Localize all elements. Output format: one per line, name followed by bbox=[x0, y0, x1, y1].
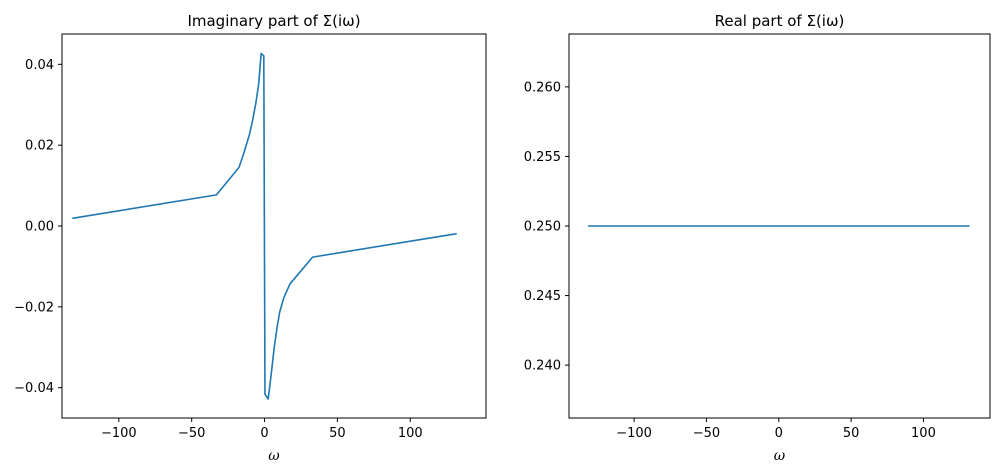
real-y-tick-label: 0.240 bbox=[524, 359, 561, 374]
real-y-tick-label: 0.255 bbox=[524, 150, 561, 165]
imag-y-tick-label: 0.04 bbox=[25, 58, 54, 73]
imag-x-tick-label: 0 bbox=[260, 426, 268, 441]
real-panel: −100 −50 0 50 100 0.240 0.245 0.250 0.255 0.260 Re… bbox=[524, 12, 991, 464]
real-x-tick-label: 50 bbox=[843, 426, 860, 441]
real-x-tick-label: −50 bbox=[693, 426, 720, 441]
real-x-tick-label: −100 bbox=[616, 426, 652, 441]
imag-x-tick-label: −100 bbox=[101, 426, 137, 441]
real-x-tick-label: 100 bbox=[911, 426, 936, 441]
real-y-tick-label: 0.245 bbox=[524, 289, 561, 304]
real-y-tick-label: 0.250 bbox=[524, 220, 561, 235]
imag-axes-frame bbox=[61, 33, 487, 419]
imag-x-tick-label: −50 bbox=[178, 426, 205, 441]
imag-x-axis-label: ω bbox=[268, 448, 280, 464]
imag-series-line bbox=[72, 52, 457, 400]
imag-panel: −100 −50 0 50 100 −0.04 −0.02 0.00 0.02 0.04 Imagi… bbox=[14, 12, 487, 464]
imag-y-tick-label: 0.00 bbox=[25, 220, 54, 235]
imag-y-tick-label: −0.04 bbox=[14, 381, 54, 396]
real-x-axis-label: ω bbox=[774, 448, 786, 464]
real-y-tick-label: 0.260 bbox=[524, 80, 561, 95]
imag-x-tick-label: 50 bbox=[329, 426, 346, 441]
real-chart-title: Real part of Σ(iω) bbox=[715, 12, 845, 30]
imag-y-tick-label: 0.02 bbox=[25, 139, 54, 154]
real-x-tick-label: 0 bbox=[775, 426, 783, 441]
imag-x-tick-label: 100 bbox=[398, 426, 423, 441]
imag-chart-title: Imaginary part of Σ(iω) bbox=[187, 12, 360, 30]
imag-y-tick-label: −0.02 bbox=[14, 300, 54, 315]
